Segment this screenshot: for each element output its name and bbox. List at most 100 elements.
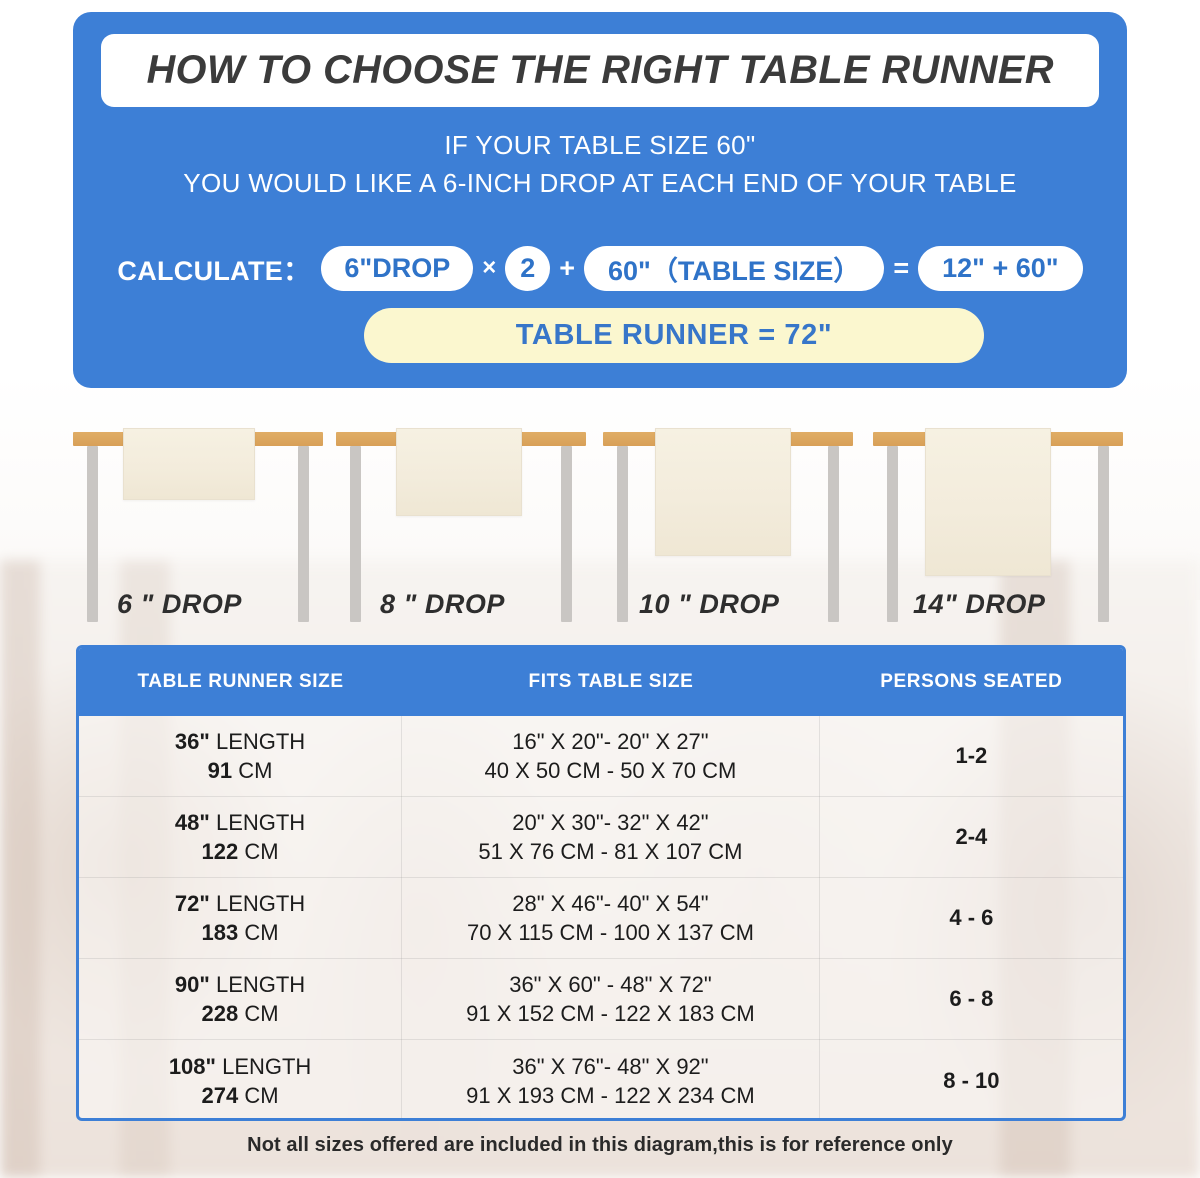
fits-cm-text: 51 X 76 CM - 81 X 107 CM xyxy=(478,839,743,864)
runner-cm-unit: CM xyxy=(238,758,273,783)
fits-cm-text: 70 X 115 CM - 100 X 137 CM xyxy=(466,920,754,945)
runner-cloth-icon xyxy=(655,428,791,556)
calculation-row: CALCULATE： 6"DROP × 2 + 60"（TABLE SIZE） … xyxy=(73,240,1127,296)
subtitle-line-1: IF YOUR TABLE SIZE 60" xyxy=(444,130,756,160)
subtitle-line-2: YOU WOULD LIKE A 6-INCH DROP AT EACH END… xyxy=(183,168,1017,198)
runner-inches-unit: LENGTH xyxy=(215,810,306,835)
runner-cm-unit: CM xyxy=(244,920,279,945)
table-row: 36" LENGTH 91 CM 16" X 20"- 20" X 27" 40… xyxy=(79,715,1123,797)
cell-fits-table-size: 36" X 76"- 48" X 92" 91 X 193 CM - 122 X… xyxy=(402,1040,820,1118)
cell-fits-table-size: 20" X 30"- 32" X 42" 51 X 76 CM - 81 X 1… xyxy=(402,796,820,878)
persons-seated-value: 2-4 xyxy=(955,824,988,849)
runner-inches-unit: LENGTH xyxy=(215,972,306,997)
fits-inches-text: 16" X 20"- 20" X 27" xyxy=(512,729,709,754)
drop-label: 10 " DROP xyxy=(639,589,780,619)
column-header-fits-table-size: FITS TABLE SIZE xyxy=(528,671,694,692)
runner-cm-value: 122 xyxy=(201,839,239,864)
plus-operator: + xyxy=(559,252,576,283)
title-box: HOW TO CHOOSE THE RIGHT TABLE RUNNER xyxy=(101,34,1099,107)
cell-runner-size: 36" LENGTH 91 CM xyxy=(79,715,403,797)
table-leg-right-icon xyxy=(561,446,572,622)
drop-label: 6 " DROP xyxy=(117,589,242,619)
drop-illustration-6in: 6 " DROP xyxy=(73,428,323,628)
hero-subtitle: IF YOUR TABLE SIZE 60" YOU WOULD LIKE A … xyxy=(73,128,1127,200)
table-row: 72" LENGTH 183 CM 28" X 46"- 40" X 54" 7… xyxy=(79,877,1123,959)
page-title: HOW TO CHOOSE THE RIGHT TABLE RUNNER xyxy=(146,48,1054,92)
multiply-operator: × xyxy=(482,254,497,281)
runner-cm-unit: CM xyxy=(244,1082,279,1108)
runner-inches-value: 36" xyxy=(174,729,210,754)
runner-inches-value: 48" xyxy=(174,810,210,835)
fits-inches-text: 28" X 46"- 40" X 54" xyxy=(512,891,709,916)
runner-inches-value: 72" xyxy=(174,891,210,916)
drop-illustrations: 6 " DROP 8 " DROP 10 " DROP 14" DROP xyxy=(73,428,1127,628)
cell-fits-table-size: 16" X 20"- 20" X 27" 40 X 50 CM - 50 X 7… xyxy=(402,715,820,797)
footnote-text: Not all sizes offered are included in th… xyxy=(247,1134,953,1156)
fits-cm-text: 91 X 193 CM - 122 X 234 CM xyxy=(466,1082,755,1108)
hero-panel: HOW TO CHOOSE THE RIGHT TABLE RUNNER IF … xyxy=(73,12,1127,388)
runner-cm-value: 228 xyxy=(201,1001,239,1026)
cell-runner-size: 72" LENGTH 183 CM xyxy=(79,877,403,959)
table-body: 36" LENGTH 91 CM 16" X 20"- 20" X 27" 40… xyxy=(79,715,1123,1118)
cell-persons-seated: 8 - 10 xyxy=(820,1040,1123,1118)
drop-illustration-10in: 10 " DROP xyxy=(603,428,853,628)
persons-seated-value: 1-2 xyxy=(955,743,988,768)
persons-seated-value: 8 - 10 xyxy=(943,1067,1000,1093)
runner-cm-value: 274 xyxy=(201,1082,239,1108)
drop-value-pill: 6"DROP xyxy=(321,245,474,291)
cell-fits-table-size: 36" X 60" - 48" X 72" 91 X 152 CM - 122 … xyxy=(402,958,820,1040)
column-header-persons-seated: PERSONS SEATED xyxy=(880,671,1063,692)
table-leg-left-icon xyxy=(350,446,361,622)
drop-label: 14" DROP xyxy=(913,589,1046,619)
persons-seated-value: 4 - 6 xyxy=(949,905,994,930)
cell-fits-table-size: 28" X 46"- 40" X 54" 70 X 115 CM - 100 X… xyxy=(402,877,820,959)
runner-inches-unit: LENGTH xyxy=(215,729,306,754)
runner-cloth-icon xyxy=(925,428,1051,576)
size-chart-table: TABLE RUNNER SIZE FITS TABLE SIZE PERSON… xyxy=(76,645,1126,1121)
column-header-runner-size: TABLE RUNNER SIZE xyxy=(137,671,344,692)
table-leg-right-icon xyxy=(828,446,839,622)
table-size-pill: 60"（TABLE SIZE） xyxy=(584,245,885,291)
runner-inches-unit: LENGTH xyxy=(215,891,306,916)
drop-illustration-8in: 8 " DROP xyxy=(336,428,586,628)
runner-cloth-icon xyxy=(396,428,522,516)
multiplier-pill: 2 xyxy=(505,245,551,291)
cell-runner-size: 90" LENGTH 228 CM xyxy=(79,958,403,1040)
runner-cm-unit: CM xyxy=(244,1001,279,1026)
fits-inches-text: 36" X 76"- 48" X 92" xyxy=(512,1053,709,1079)
fits-inches-text: 20" X 30"- 32" X 42" xyxy=(512,810,709,835)
equals-operator: = xyxy=(893,252,910,283)
cell-persons-seated: 2-4 xyxy=(820,797,1123,878)
table-leg-right-icon xyxy=(1098,446,1109,622)
runner-cm-value: 183 xyxy=(201,920,239,945)
drop-label: 8 " DROP xyxy=(380,589,505,619)
table-leg-left-icon xyxy=(887,446,898,622)
drop-illustration-14in: 14" DROP xyxy=(873,428,1123,628)
persons-seated-value: 6 - 8 xyxy=(949,986,994,1011)
fits-cm-text: 91 X 152 CM - 122 X 183 CM xyxy=(466,1001,755,1026)
runner-inches-unit: LENGTH xyxy=(222,1053,312,1079)
cell-runner-size: 108" LENGTH 274 CM xyxy=(79,1040,403,1118)
table-leg-left-icon xyxy=(87,446,98,622)
fits-inches-text: 36" X 60" - 48" X 72" xyxy=(509,972,712,997)
table-runner-result-text: TABLE RUNNER = 72" xyxy=(515,319,833,351)
result-expression-pill: 12" + 60" xyxy=(918,245,1083,291)
table-row: 108" LENGTH 274 CM 36" X 76"- 48" X 92" … xyxy=(79,1040,1123,1118)
table-row: 90" LENGTH 228 CM 36" X 60" - 48" X 72" … xyxy=(79,958,1123,1040)
calculate-label: CALCULATE： xyxy=(117,255,311,286)
runner-cm-unit: CM xyxy=(244,839,279,864)
table-runner-result-pill: TABLE RUNNER = 72" xyxy=(364,308,984,363)
runner-cm-value: 91 xyxy=(207,758,233,783)
cell-persons-seated: 6 - 8 xyxy=(820,959,1123,1040)
cell-persons-seated: 4 - 6 xyxy=(820,878,1123,959)
table-header-row: TABLE RUNNER SIZE FITS TABLE SIZE PERSON… xyxy=(79,648,1123,716)
runner-inches-value: 90" xyxy=(174,972,210,997)
runner-cloth-icon xyxy=(123,428,255,500)
table-leg-right-icon xyxy=(298,446,309,622)
table-row: 48" LENGTH 122 CM 20" X 30"- 32" X 42" 5… xyxy=(79,796,1123,878)
table-leg-left-icon xyxy=(617,446,628,622)
cell-runner-size: 48" LENGTH 122 CM xyxy=(79,796,403,878)
runner-inches-value: 108" xyxy=(168,1053,216,1079)
fits-cm-text: 40 X 50 CM - 50 X 70 CM xyxy=(484,758,737,783)
